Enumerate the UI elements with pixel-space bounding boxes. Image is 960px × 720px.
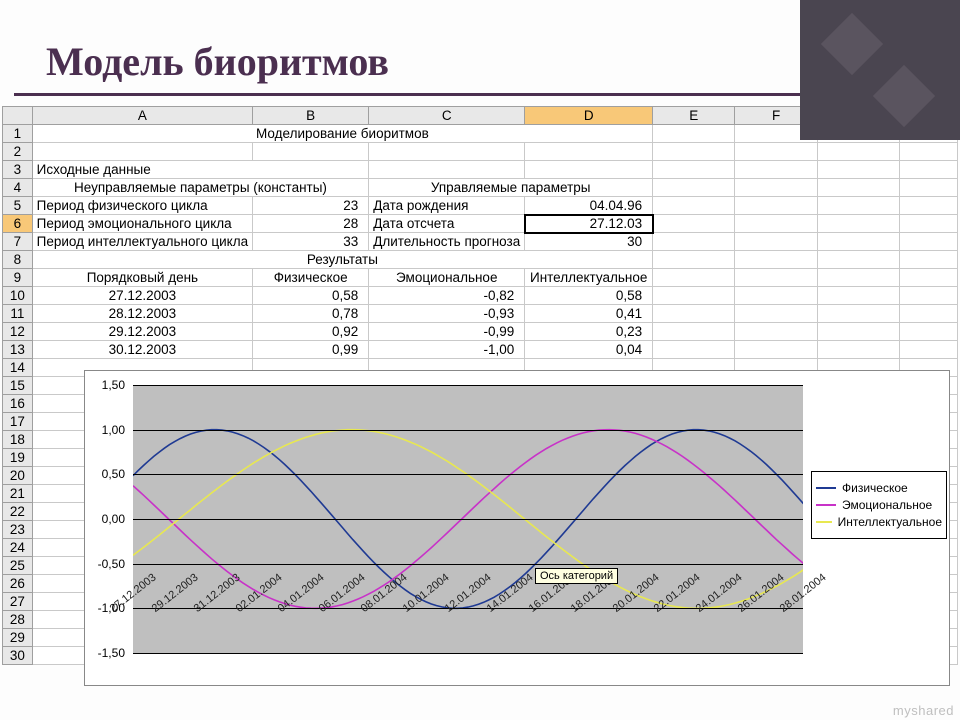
param-value: 23 bbox=[253, 197, 369, 215]
row-header[interactable]: 18 bbox=[3, 431, 33, 449]
param-value: 33 bbox=[253, 233, 369, 251]
watermark: myshared bbox=[893, 703, 954, 718]
y-tick-label: -0,50 bbox=[85, 557, 125, 571]
y-tick-label: -1,50 bbox=[85, 646, 125, 660]
row-header[interactable]: 12 bbox=[3, 323, 33, 341]
row-header[interactable]: 1 bbox=[3, 125, 33, 143]
result-col-header: Интеллектуальное bbox=[525, 269, 653, 287]
row-header[interactable]: 29 bbox=[3, 629, 33, 647]
col-header[interactable]: E bbox=[653, 107, 735, 125]
result-cell[interactable]: -0,99 bbox=[369, 323, 525, 341]
row-header[interactable]: 26 bbox=[3, 575, 33, 593]
chart-x-labels: 27.12.200329.12.200331.12.200302.01.2004… bbox=[133, 657, 803, 687]
row-header[interactable]: 23 bbox=[3, 521, 33, 539]
result-cell[interactable]: 0,58 bbox=[525, 287, 653, 305]
param-value: 27.12.03 bbox=[525, 215, 653, 233]
result-cell[interactable]: 27.12.2003 bbox=[32, 287, 252, 305]
result-col-header: Эмоциональное bbox=[369, 269, 525, 287]
row-header[interactable]: 28 bbox=[3, 611, 33, 629]
col-header[interactable]: C bbox=[369, 107, 525, 125]
row-header[interactable]: 20 bbox=[3, 467, 33, 485]
chart-tooltip: Ось категорий bbox=[535, 568, 618, 584]
param-label: Период физического цикла bbox=[32, 197, 252, 215]
row-header[interactable]: 21 bbox=[3, 485, 33, 503]
row-header[interactable]: 2 bbox=[3, 143, 33, 161]
corner-decoration bbox=[800, 0, 960, 140]
row-header[interactable]: 15 bbox=[3, 377, 33, 395]
col-header[interactable]: D bbox=[525, 107, 653, 125]
chart-legend: Физическое Эмоциональное Интеллектуальное bbox=[811, 471, 947, 539]
row-header[interactable]: 10 bbox=[3, 287, 33, 305]
result-cell[interactable]: 0,41 bbox=[525, 305, 653, 323]
row-header[interactable]: 4 bbox=[3, 179, 33, 197]
row-header[interactable]: 25 bbox=[3, 557, 33, 575]
result-cell[interactable]: 28.12.2003 bbox=[32, 305, 252, 323]
param-label: Период интеллектуального цикла bbox=[32, 233, 252, 251]
col-header[interactable]: A bbox=[32, 107, 252, 125]
results-header: Результаты bbox=[32, 251, 652, 269]
sheet-title: Моделирование биоритмов bbox=[32, 125, 652, 143]
result-col-header: Физическое bbox=[253, 269, 369, 287]
result-cell[interactable]: -0,82 bbox=[369, 287, 525, 305]
y-tick-label: -1,00 bbox=[85, 601, 125, 615]
y-tick-label: 1,50 bbox=[85, 378, 125, 392]
row-header[interactable]: 5 bbox=[3, 197, 33, 215]
param-value: 30 bbox=[525, 233, 653, 251]
param-label: Период эмоционального цикла bbox=[32, 215, 252, 233]
row-header[interactable]: 3 bbox=[3, 161, 33, 179]
result-cell[interactable]: 0,58 bbox=[253, 287, 369, 305]
param-value: 04.04.96 bbox=[525, 197, 653, 215]
row-header[interactable]: 17 bbox=[3, 413, 33, 431]
param-label: Длительность прогноза bbox=[369, 233, 525, 251]
col-header[interactable] bbox=[3, 107, 33, 125]
row-header[interactable]: 6 bbox=[3, 215, 33, 233]
col-header[interactable]: B bbox=[253, 107, 369, 125]
legend-item: Физическое bbox=[816, 481, 942, 495]
y-tick-label: 1,00 bbox=[85, 423, 125, 437]
y-tick-label: 0,50 bbox=[85, 467, 125, 481]
biorhythm-chart: 27.12.200329.12.200331.12.200302.01.2004… bbox=[84, 370, 950, 686]
result-cell[interactable]: -1,00 bbox=[369, 341, 525, 359]
legend-item: Эмоциональное bbox=[816, 498, 942, 512]
result-cell[interactable]: -0,93 bbox=[369, 305, 525, 323]
row-header[interactable]: 22 bbox=[3, 503, 33, 521]
result-cell[interactable]: 0,04 bbox=[525, 341, 653, 359]
section-header: Исходные данные bbox=[32, 161, 369, 179]
result-cell[interactable]: 0,99 bbox=[253, 341, 369, 359]
row-header[interactable]: 8 bbox=[3, 251, 33, 269]
param-label: Дата рождения bbox=[369, 197, 525, 215]
param-value: 28 bbox=[253, 215, 369, 233]
row-header[interactable]: 9 bbox=[3, 269, 33, 287]
result-cell[interactable]: 0,23 bbox=[525, 323, 653, 341]
legend-item: Интеллектуальное bbox=[816, 515, 942, 529]
result-cell[interactable]: 0,78 bbox=[253, 305, 369, 323]
const-params-header: Неуправляемые параметры (константы) bbox=[32, 179, 369, 197]
result-cell[interactable]: 29.12.2003 bbox=[32, 323, 252, 341]
row-header[interactable]: 19 bbox=[3, 449, 33, 467]
result-cell[interactable]: 0,92 bbox=[253, 323, 369, 341]
var-params-header: Управляемые параметры bbox=[369, 179, 653, 197]
result-cell[interactable]: 30.12.2003 bbox=[32, 341, 252, 359]
row-header[interactable]: 7 bbox=[3, 233, 33, 251]
result-col-header: Порядковый день bbox=[32, 269, 252, 287]
row-header[interactable]: 13 bbox=[3, 341, 33, 359]
y-tick-label: 0,00 bbox=[85, 512, 125, 526]
row-header[interactable]: 24 bbox=[3, 539, 33, 557]
param-label: Дата отсчета bbox=[369, 215, 525, 233]
row-header[interactable]: 14 bbox=[3, 359, 33, 377]
row-header[interactable]: 27 bbox=[3, 593, 33, 611]
row-header[interactable]: 30 bbox=[3, 647, 33, 665]
row-header[interactable]: 16 bbox=[3, 395, 33, 413]
row-header[interactable]: 11 bbox=[3, 305, 33, 323]
